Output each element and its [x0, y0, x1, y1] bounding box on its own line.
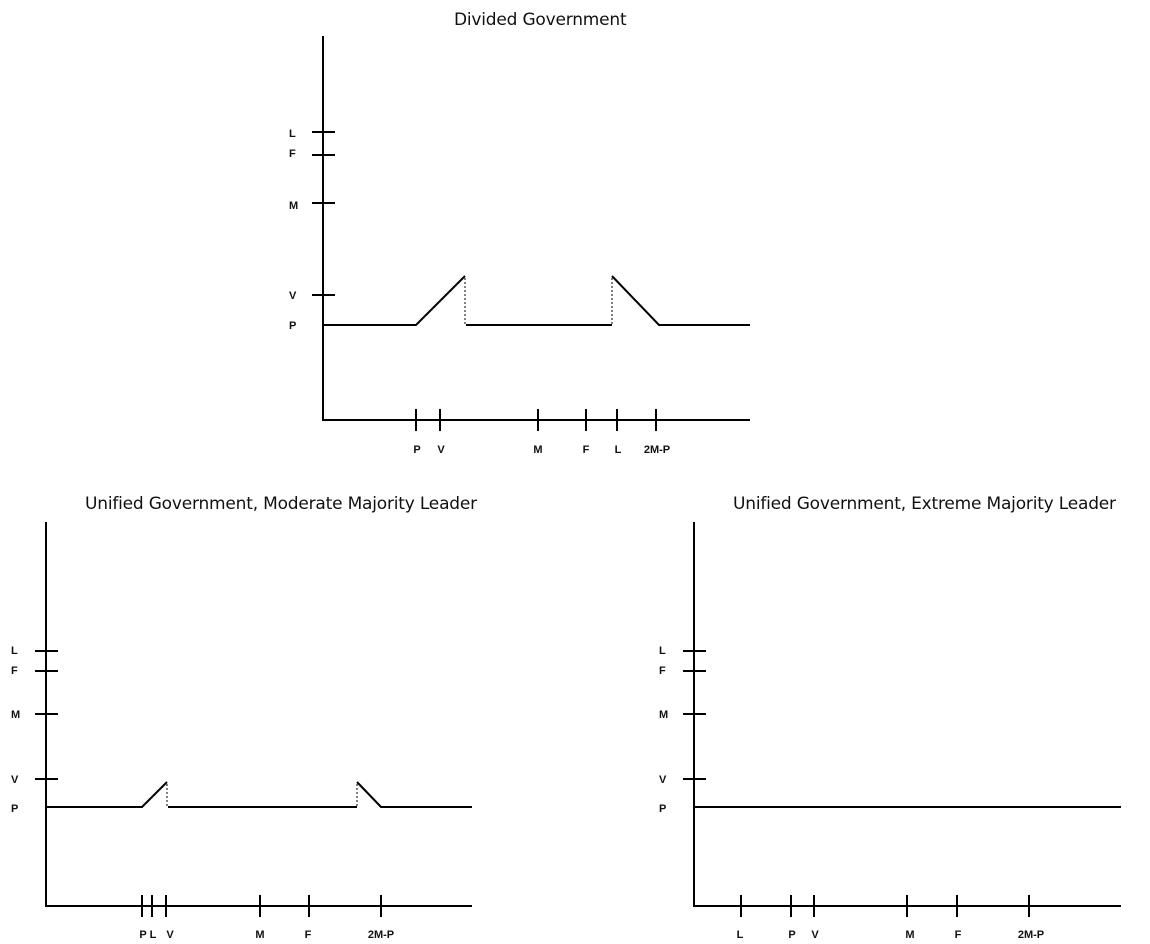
panel1-xlabel-V: V [437, 444, 445, 456]
panel1-xlabel-2MP: 2M-P [644, 444, 670, 456]
panel3-xlabel-M: M [905, 929, 914, 941]
panel3-ylabel-M: M [659, 709, 668, 721]
panel-title-moderate: Unified Government, Moderate Majority Le… [85, 494, 477, 514]
panel3-ylabel-V: V [659, 774, 667, 786]
panel-title-divided: Divided Government [454, 10, 627, 30]
panel3-ylabel-F: F [659, 665, 666, 677]
panel1-ylabel-P: P [289, 320, 296, 332]
panel2-xlabel-P: P [139, 929, 146, 941]
panel2-xlabel-L: L [150, 929, 157, 941]
panel2-xlabel-V: V [166, 929, 174, 941]
panel1-curve-left [323, 275, 466, 326]
panel2-xlabel-F: F [305, 929, 312, 941]
panel1-xlabel-L: L [615, 444, 622, 456]
panel2-ylabel-L: L [11, 645, 18, 657]
panel1-xlabel-P: P [413, 444, 420, 456]
panel3-xlabel-L: L [737, 929, 744, 941]
panel2-xlabel-2MP: 2M-P [368, 929, 394, 941]
panel1-xlabel-M: M [533, 444, 542, 456]
panel3-ylabel-P: P [659, 803, 666, 815]
panel1-ylabel-V: V [289, 290, 297, 302]
panel1-ylabel-M: M [289, 200, 298, 212]
panel1-xlabel-F: F [583, 444, 590, 456]
panel2-xlabel-M: M [255, 929, 264, 941]
panel-title-extreme: Unified Government, Extreme Majority Lea… [733, 494, 1116, 514]
panel3-xlabel-V: V [811, 929, 819, 941]
panel1-curve-right [611, 275, 750, 326]
panel1-ylabel-L: L [289, 128, 296, 140]
panel1-ylabel-F: F [289, 148, 296, 160]
panel3-xlabel-P: P [788, 929, 795, 941]
panel3-xlabel-F: F [955, 929, 962, 941]
panel3-ylabel-L: L [659, 645, 666, 657]
panel2-ylabel-V: V [11, 774, 19, 786]
panel2-ylabel-M: M [11, 709, 20, 721]
panel2-ylabel-P: P [11, 803, 18, 815]
panel2-curve-left [46, 781, 168, 808]
panel3-xlabel-2MP: 2M-P [1018, 929, 1044, 941]
panel2-curve-right [356, 781, 472, 808]
panel2-ylabel-F: F [11, 665, 18, 677]
